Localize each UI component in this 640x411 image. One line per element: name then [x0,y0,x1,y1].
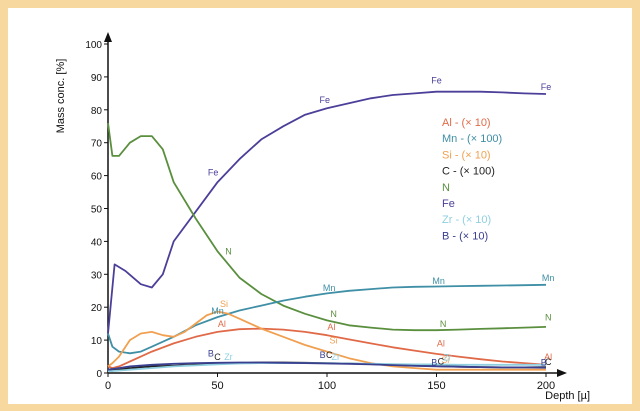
y-tick-label: 40 [91,237,103,248]
legend-entry: Mn - (× 100) [442,133,502,145]
curve-label: C [438,356,445,366]
y-tick-label: 10 [91,336,103,347]
curve-label: Zr [332,352,341,362]
y-tick-label: 50 [91,205,103,216]
x-tick-label: 200 [537,380,555,392]
series-line [107,327,547,370]
curve-label: N [440,319,447,329]
y-axis-arrow-icon [104,32,112,42]
legend-entry: Si - (× 10) [442,149,491,161]
y-tick-label: 80 [91,106,103,117]
y-tick-label: 30 [91,270,103,281]
curve-label: C [326,350,333,360]
curve-label: B [208,349,214,359]
x-tick-label: 50 [211,380,223,392]
legend-entry: C - (× 100) [442,166,495,178]
y-axis-label: Mass conc. [%] [55,59,67,134]
curve-label: N [545,312,552,322]
curve-label: Si [330,335,338,345]
y-tick-label: 100 [85,40,102,51]
curve-label: Zr [443,352,452,362]
curve-label: Mn [432,276,445,286]
curve-label: N [225,247,232,257]
curve-label: C [214,352,221,362]
legend-entry: N [442,182,450,194]
curve-label: Al [544,352,552,362]
series-lines [107,90,547,373]
series-line [107,90,547,334]
curve-label: Fe [320,95,331,105]
legend: Al - (× 10) Mn - (× 100) Si - (× 10) C - (×… [442,117,502,242]
curve-label: Al [437,339,445,349]
curve-label: B [320,350,326,360]
curve-label: Si [441,355,449,365]
x-axis-label: Depth [µ] [545,390,590,402]
y-tick-label: 20 [91,303,103,314]
x-tick-label: 0 [105,380,111,392]
curve-label: C [545,357,552,367]
y-tick-label: 70 [91,139,103,150]
curve-label: B [431,357,437,367]
legend-entry: Zr - (× 10) [442,214,491,226]
series-line [107,283,547,355]
plot-panel [8,8,632,404]
y-tick-label: 90 [91,73,103,84]
x-axis-arrow-icon [557,369,567,377]
axes [104,32,567,377]
series-line [107,310,546,371]
legend-entry: Al - (× 10) [442,117,491,129]
curve-label: Fe [208,168,219,178]
y-tick-label: 60 [91,172,103,183]
curve-label: N [330,309,337,319]
curve-label: Mn [542,273,555,283]
x-tick-label: 150 [427,380,445,392]
y-ticks: 0 10 20 30 40 50 60 70 80 90 100 [85,40,108,380]
curve-label: B [541,357,547,367]
curve-label: Fe [431,75,442,85]
curve-label: Mn [211,306,224,316]
series-line [107,122,547,332]
curve-label: Al [327,322,335,332]
curve-label: Al [218,319,226,329]
legend-entry: B - (× 10) [442,230,488,242]
series-line [107,361,547,371]
legend-entry: Fe [442,198,455,210]
y-tick-label: 0 [96,369,102,380]
curve-label: Zr [224,352,233,362]
x-tick-label: 100 [318,380,336,392]
x-ticks: 0 50 100 150 200 [105,373,555,392]
curve-label: Si [220,299,228,309]
curve-label: Mn [323,283,336,293]
curve-label: Fe [541,82,552,92]
